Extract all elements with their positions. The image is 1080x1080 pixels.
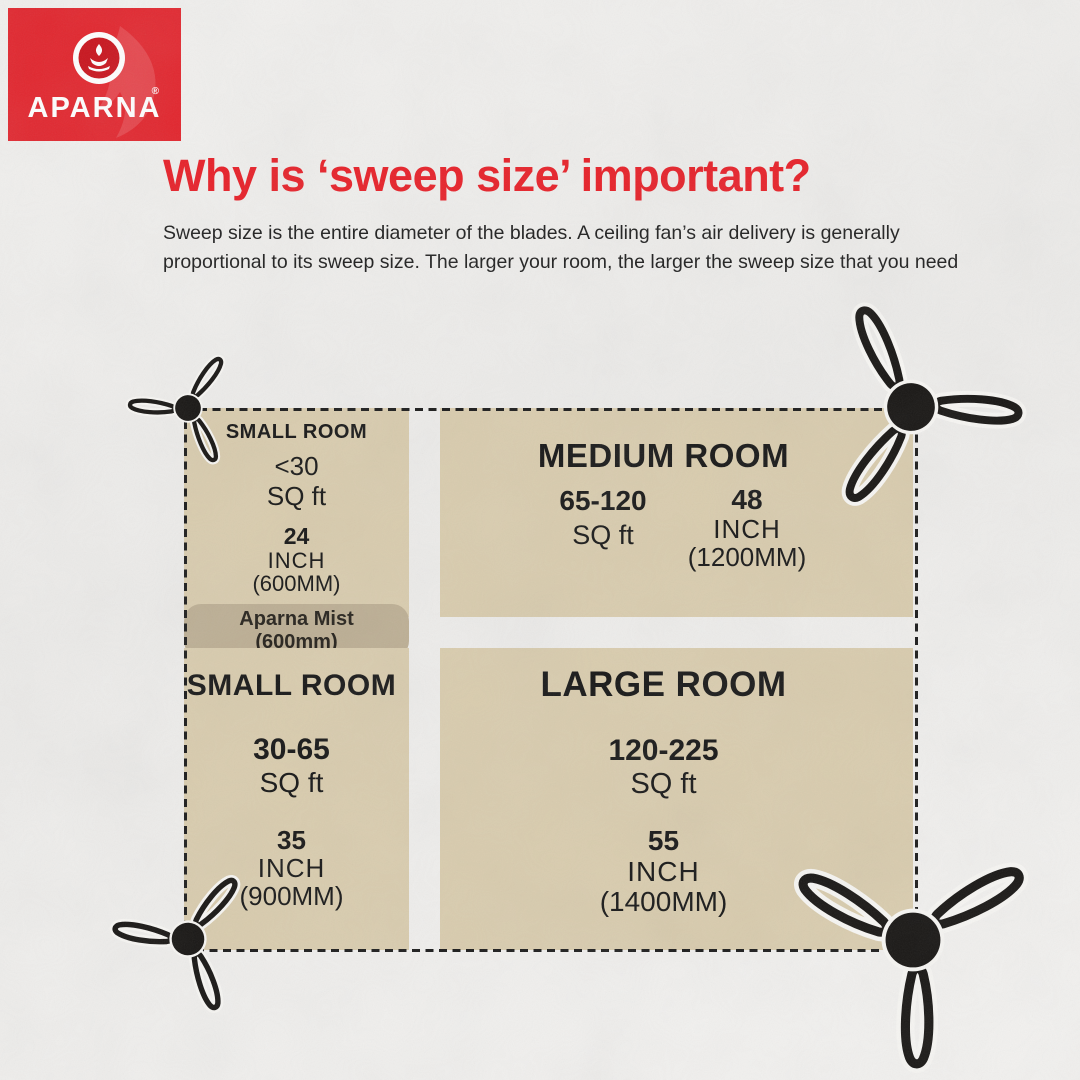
room-card-medium: MEDIUM ROOM 65-120 SQ ft 48 INCH (1200MM… (440, 408, 913, 617)
sweep-size-value: 55 (647, 825, 680, 857)
room-area-unit: SQ ft (266, 481, 327, 511)
sweep-size-unit: INCH (713, 513, 781, 544)
room-area-unit: SQ ft (259, 767, 324, 798)
room-card-small-compact: SMALL ROOM <30 SQ ft 24 INCH (600MM) Apa… (184, 408, 409, 659)
room-area-value: 120-225 (608, 734, 719, 767)
sweep-size-mm: (1400MM) (599, 885, 728, 917)
room-label: SMALL ROOM (225, 421, 368, 443)
page-title: Why is ‘sweep size’ important? (163, 150, 811, 201)
aparna-logo: APARNA ® (8, 8, 181, 141)
sweep-size-mm: (600MM) (252, 571, 341, 597)
room-label: SMALL ROOM (186, 669, 397, 702)
page-description: Sweep size is the entire diameter of the… (163, 222, 959, 273)
room-area-value: 65-120 (559, 485, 647, 516)
sweep-size-mm: (900MM) (239, 881, 344, 912)
sweep-size-column: 48 INCH (1200MM) (672, 484, 822, 573)
room-area-value: 30-65 (253, 733, 330, 766)
sweep-size-value: 35 (277, 825, 306, 856)
sweep-size-unit: INCH (257, 852, 326, 883)
room-card-small: SMALL ROOM 30-65 SQ ft 35 INCH (900MM) (184, 648, 409, 950)
sweep-size-unit: INCH (627, 856, 700, 888)
room-card-large: LARGE ROOM 120-225 SQ ft 55 INCH (1400MM… (440, 648, 913, 950)
brand-wordmark: APARNA (27, 92, 162, 124)
sweep-size-value: 24 (283, 522, 310, 549)
room-area-unit: SQ ft (572, 520, 634, 550)
room-area-column: 65-120 SQ ft (528, 485, 678, 551)
room-area-unit: SQ ft (630, 768, 697, 800)
registered-mark: ® (151, 86, 159, 97)
sweep-size-value: 48 (731, 484, 763, 515)
room-label: LARGE ROOM (540, 665, 787, 704)
sweep-size-unit: INCH (267, 548, 326, 574)
sweep-size-mm: (1200MM) (687, 542, 807, 573)
room-area-value: <30 (274, 451, 319, 481)
room-label: MEDIUM ROOM (537, 437, 790, 474)
